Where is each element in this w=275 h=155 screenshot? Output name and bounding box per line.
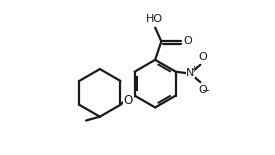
Text: O: O bbox=[184, 36, 192, 46]
Text: O: O bbox=[124, 94, 133, 107]
Text: O: O bbox=[198, 85, 207, 95]
Text: +: + bbox=[190, 65, 197, 74]
Text: HO: HO bbox=[146, 14, 163, 24]
Text: O: O bbox=[198, 52, 207, 62]
Text: −: − bbox=[202, 86, 210, 96]
Text: N: N bbox=[186, 68, 195, 78]
